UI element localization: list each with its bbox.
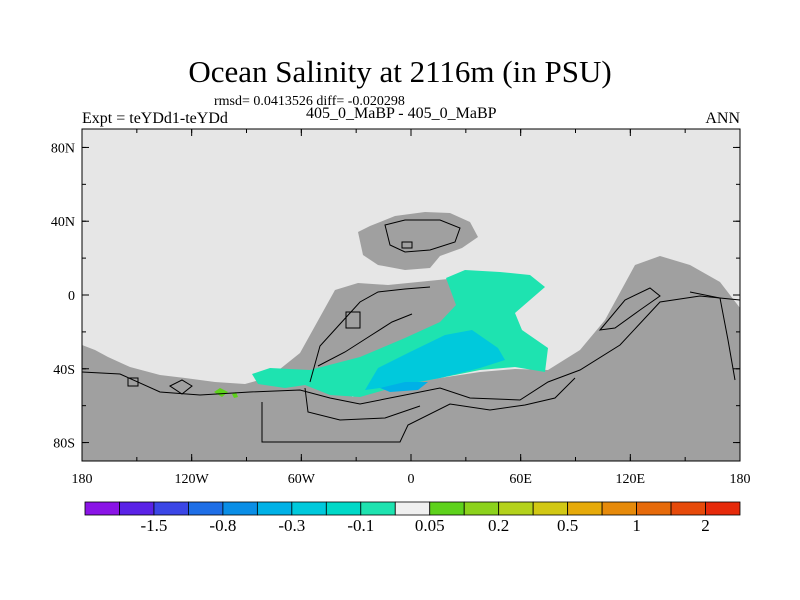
- colorbar-label: -0.3: [278, 516, 305, 535]
- landmass-northern-block: [358, 212, 478, 270]
- contour-line: [401, 241, 413, 249]
- x-tick-label: 180: [730, 472, 751, 487]
- anomaly-region-blue: [380, 382, 428, 392]
- experiment-label: Expt = teYDd1-teYDd: [82, 110, 228, 127]
- colorbar-swatch: [119, 501, 155, 516]
- rmsd-diff-stats: rmsd= 0.0413526 diff= -0.020298: [214, 94, 405, 109]
- contour-line: [345, 311, 361, 329]
- contour-line: [127, 377, 139, 387]
- colorbar-swatch: [153, 501, 189, 516]
- x-tick-label: 60W: [288, 472, 316, 487]
- x-tick-label: 120W: [175, 472, 210, 487]
- contour-line: [261, 377, 576, 443]
- contour-line: [598, 287, 661, 331]
- land-layer: [82, 212, 740, 461]
- landmass-southern-belt: [82, 256, 740, 461]
- colorbar-label: 2: [701, 516, 710, 535]
- colorbar-label: -0.1: [347, 516, 374, 535]
- y-tick-label: 40N: [51, 215, 75, 230]
- contour-line: [317, 313, 413, 367]
- colorbar-swatch: [532, 501, 569, 516]
- colorbar-swatch: [291, 501, 327, 516]
- colorbar-swatch: [394, 501, 431, 516]
- colorbar: -1.5 -0.8 -0.3 -0.1 0.05 0.2 0.5 1 2: [84, 501, 741, 535]
- x-tick-label: 120E: [616, 472, 646, 487]
- colorbar-label: -0.8: [209, 516, 236, 535]
- anomaly-layer: [214, 270, 548, 398]
- colorbar-label: 0.2: [488, 516, 509, 535]
- y-tick-label: 80N: [51, 141, 75, 156]
- y-tick-label: 40S: [53, 363, 75, 378]
- contour-line: [81, 295, 741, 405]
- contour-line: [304, 387, 421, 421]
- colorbar-label: 0.05: [415, 516, 445, 535]
- x-tick-label: 60E: [509, 472, 532, 487]
- colorbar-swatch: [567, 501, 603, 516]
- season-label: ANN: [705, 110, 740, 127]
- colorbar-swatch: [360, 501, 396, 516]
- x-tick-label: 0: [408, 472, 415, 487]
- colorbar-swatch: [463, 501, 500, 516]
- y-tick-label: 0: [68, 289, 75, 304]
- axis-ticks: 180 120W 60W 0 60E 120E 180 80N 40N 0 40S 80S: [51, 129, 751, 487]
- contour-line: [169, 379, 193, 395]
- colorbar-swatch: [636, 501, 672, 516]
- colorbar-swatch: [256, 501, 293, 516]
- colorbar-swatch: [325, 501, 362, 516]
- colorbar-swatch: [670, 501, 706, 516]
- page-title: Ocean Salinity at 2116m (in PSU): [188, 54, 612, 89]
- colorbar-swatch: [84, 501, 120, 516]
- anomaly-region-green: [214, 388, 228, 397]
- y-tick-label: 80S: [53, 437, 75, 452]
- colorbar-swatch: [429, 501, 465, 516]
- anomaly-region-green-small: [232, 392, 238, 398]
- period-label: 405_0_MaBP - 405_0_MaBP: [306, 105, 497, 122]
- colorbar-swatch: [498, 501, 534, 516]
- contour-line: [309, 286, 431, 383]
- contour-line: [689, 291, 736, 381]
- colorbar-swatch: [188, 501, 224, 516]
- colorbar-label: -1.5: [140, 516, 167, 535]
- anomaly-region-cyan: [365, 330, 505, 390]
- colorbar-label: 0.5: [557, 516, 578, 535]
- colorbar-label: 1: [632, 516, 641, 535]
- colorbar-swatch: [601, 501, 637, 516]
- colorbar-swatch: [705, 501, 741, 516]
- contour-layer: [81, 219, 741, 443]
- contour-line: [384, 219, 461, 253]
- colorbar-swatch: [222, 501, 258, 516]
- x-tick-label: 180: [72, 472, 93, 487]
